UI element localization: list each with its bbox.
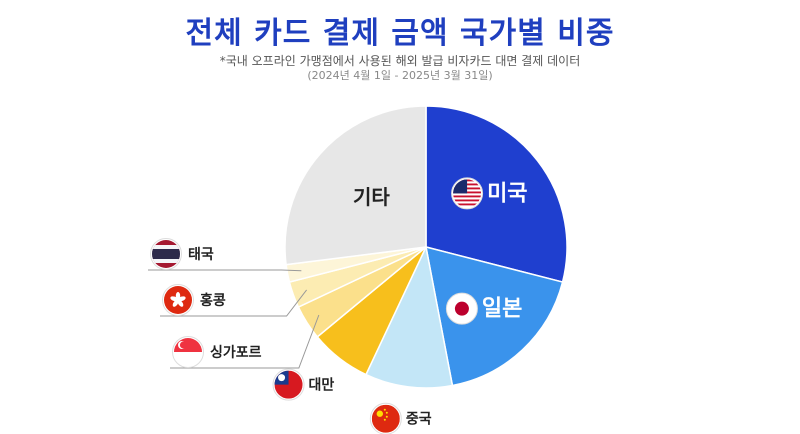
slice-label-china: 중국 (406, 412, 432, 428)
pie-slice-2 (364, 244, 454, 389)
singapore-flag-icon (172, 336, 204, 368)
slice-label-japan: 일본 (482, 297, 522, 322)
japan-flag-icon (445, 292, 478, 325)
chart-period: (2024년 4월 1일 - 2025년 3월 31일) (307, 69, 493, 82)
slice-label-other: 기타 (353, 185, 390, 209)
slice-label-hongkong: 홍콩 (200, 292, 226, 309)
slice-label-singapore: 싱가포르 (210, 345, 262, 361)
slice-label-taiwan: 대만 (309, 378, 335, 394)
leader-line (170, 314, 320, 369)
leader-line (160, 289, 307, 317)
slice-label-us: 미국 (487, 181, 527, 206)
chart-subtitle: *국내 오프라인 가맹점에서 사용된 해외 발급 비자카드 대면 결제 데이터 (219, 54, 581, 68)
pie-slice-7 (284, 105, 427, 266)
pie-slice-0 (425, 105, 568, 283)
china-flag-icon (369, 402, 402, 434)
chart-title: 전체 카드 결제 금액 국가별 비중 (185, 16, 615, 51)
thailand-flag-icon (150, 238, 182, 270)
leader-line (148, 269, 302, 272)
us-flag-icon (451, 177, 484, 210)
hongkong-flag-icon (162, 284, 194, 316)
pie-slice-1 (425, 245, 564, 387)
slice-label-thailand: 태국 (188, 247, 214, 263)
taiwan-flag-icon (272, 368, 305, 401)
